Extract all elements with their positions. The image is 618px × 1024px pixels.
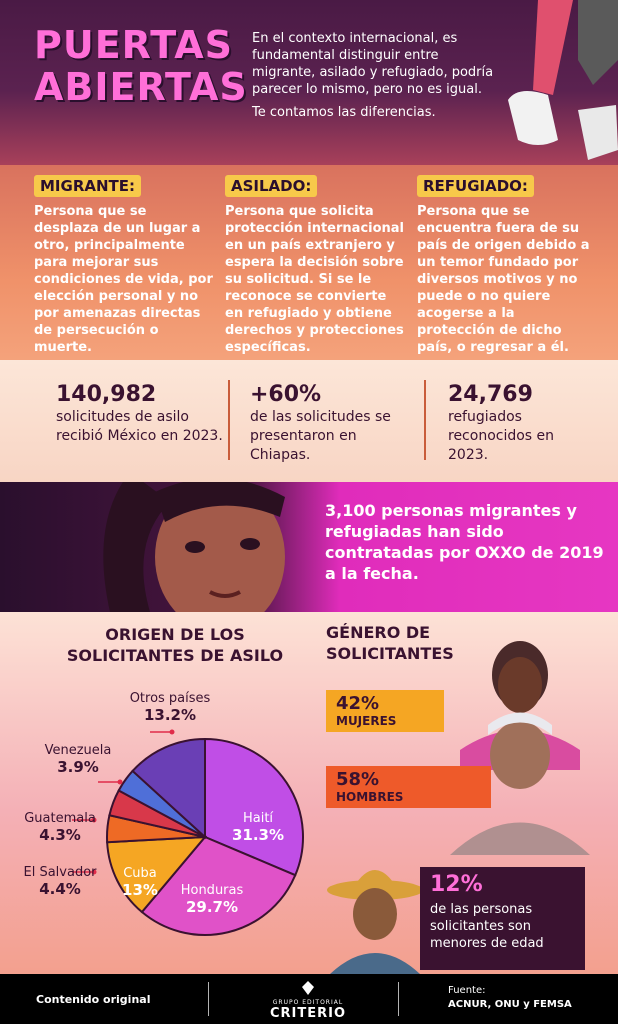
intro-text: En el contexto internacional, es fundame…: [252, 31, 494, 97]
definition-refugiado: REFUGIADO: Persona que se encuentra fuer…: [417, 175, 592, 356]
leader-dot: [169, 729, 175, 735]
slice-value: 13%: [122, 881, 158, 899]
people-illustration: [450, 641, 590, 855]
stat-label: refugiados reconocidos en 2023.: [448, 409, 555, 463]
minors-text: de las personas solicitantes son menores…: [430, 902, 544, 951]
pen-nib-icon: [302, 981, 314, 995]
divider: [398, 982, 399, 1016]
leader-dot: [91, 817, 97, 823]
slice-label: Guatemala: [24, 811, 96, 826]
gender-chart-title: GÉNERO DE SOLICITANTES: [326, 623, 454, 663]
source: Fuente: ACNUR, ONU y FEMSA: [448, 984, 572, 1012]
slice-value: 4.3%: [39, 826, 81, 844]
stat-refugiados: 24,769 refugiados reconocidos en 2023.: [448, 382, 588, 465]
definition-asilado: ASILADO: Persona que solicita protección…: [225, 175, 405, 356]
stat-value: 140,982: [56, 382, 157, 407]
bar-value: 58%: [336, 769, 380, 790]
source-text: ACNUR, ONU y FEMSA: [448, 999, 572, 1010]
definitions: MIGRANTE: Persona que se desplaza de un …: [0, 165, 618, 360]
criterio-logo: GRUPO EDITORIAL CRITERIO: [258, 980, 358, 1021]
pie-slice: [106, 835, 208, 914]
divider: [208, 982, 209, 1016]
pie-slice: [131, 737, 206, 840]
gender-bar-men: 58% HOMBRES: [326, 766, 491, 808]
definition-migrante: MIGRANTE: Persona que se desplaza de un …: [34, 175, 214, 356]
title-line1: PUERTAS: [34, 23, 233, 67]
minors-box: 12% de las personas solicitantes son men…: [420, 867, 585, 970]
stat-label: solicitudes de asilo recibió México en 2…: [56, 409, 223, 444]
pie-chart-title: ORIGEN DE LOS SOLICITANTES DE ASILO: [66, 625, 284, 665]
banner-text: 3,100 personas migrantes y refugiadas ha…: [325, 501, 604, 583]
definition-term: MIGRANTE:: [34, 175, 142, 197]
bar-label: HOMBRES: [336, 790, 404, 804]
pie-slice: [204, 737, 304, 877]
original-content-label: Contenido original: [36, 993, 151, 1006]
divider: [424, 380, 426, 460]
slice-label: El Salvador: [24, 865, 98, 880]
walking-legs-illustration: [508, 0, 618, 160]
definition-term: REFUGIADO:: [417, 175, 534, 197]
stat-label: de las solicitudes se presentaron en Chi…: [250, 409, 391, 463]
logo-big-text: CRITERIO: [269, 1006, 347, 1021]
stat-value: +60%: [250, 382, 322, 407]
leader-dot: [117, 779, 123, 785]
stat-value: 24,769: [448, 382, 533, 407]
stats: 140,982 solicitudes de asilo recibió Méx…: [0, 360, 618, 482]
gender-bar-women: 42% MUJERES: [326, 690, 444, 732]
intro-sub: Te contamos las diferencias.: [252, 105, 436, 120]
definition-text: Persona que se desplaza de un lugar a ot…: [34, 204, 213, 355]
child-hat-illustration: [327, 870, 423, 974]
slice-value: 31.3%: [232, 826, 284, 844]
slice-label: Honduras: [181, 883, 244, 898]
slice-value: 29.7%: [186, 898, 238, 916]
title-line2: ABIERTAS: [34, 65, 248, 109]
footer: Contenido original GRUPO EDITORIAL CRITE…: [0, 974, 618, 1024]
bar-value: 42%: [336, 693, 380, 714]
slice-value: 4.4%: [39, 880, 81, 898]
header: PUERTAS ABIERTAS En el contexto internac…: [0, 0, 618, 165]
slice-value: 13.2%: [144, 706, 196, 724]
minors-value: 12%: [430, 872, 483, 897]
source-label: Fuente:: [448, 985, 486, 996]
intro: En el contexto internacional, es fundame…: [252, 30, 502, 121]
leader-dot: [91, 869, 97, 875]
slice-label: Cuba: [123, 866, 157, 881]
divider: [228, 380, 230, 460]
definition-term: ASILADO:: [225, 175, 318, 197]
logo-small-text: GRUPO EDITORIAL: [272, 999, 344, 1006]
stat-solicitudes: 140,982 solicitudes de asilo recibió Méx…: [56, 382, 226, 446]
slice-label: Otros países: [130, 691, 211, 706]
slice-value: 3.9%: [57, 758, 99, 776]
pie-slice: [140, 835, 297, 936]
charts-section: ORIGEN DE LOS SOLICITANTES DE ASILO Hait…: [0, 612, 618, 974]
page-title: PUERTAS ABIERTAS: [34, 24, 248, 108]
definition-text: Persona que se encuentra fuera de su paí…: [417, 204, 590, 355]
slice-label: Haití: [243, 811, 273, 826]
oxxo-banner: 3,100 personas migrantes y refugiadas ha…: [0, 482, 618, 612]
woman-face-illustration: [103, 482, 285, 612]
bar-label: MUJERES: [336, 714, 397, 728]
definition-text: Persona que solicita protección internac…: [225, 204, 405, 355]
stat-chiapas: +60% de las solicitudes se presentaron e…: [250, 382, 420, 465]
slice-label: Venezuela: [45, 743, 112, 758]
